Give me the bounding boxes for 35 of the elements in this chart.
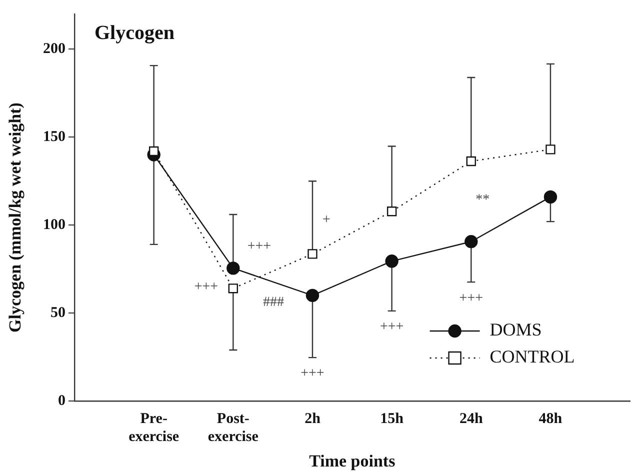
annotation: ** bbox=[476, 192, 490, 208]
point bbox=[148, 146, 159, 156]
point bbox=[308, 249, 318, 259]
y-tick-label: 50 bbox=[50, 304, 66, 321]
y-tick-label: 0 bbox=[58, 392, 66, 409]
point bbox=[544, 190, 558, 204]
legend-label: DOMS bbox=[490, 320, 542, 340]
point bbox=[546, 144, 556, 154]
point bbox=[228, 284, 238, 294]
x-axis-title: Time points bbox=[309, 451, 396, 470]
x-tick-label: 15h bbox=[380, 410, 404, 427]
annotation: +++ bbox=[300, 366, 324, 382]
point bbox=[466, 156, 476, 166]
y-tick-label: 100 bbox=[43, 216, 66, 233]
annotation: +++ bbox=[459, 290, 484, 306]
y-tick-label: 200 bbox=[43, 41, 66, 58]
x-tick-label: 24h bbox=[459, 410, 484, 427]
chart-title: Glycogen bbox=[94, 22, 174, 44]
annotation: +++ bbox=[247, 238, 272, 254]
legend-label: CONTROL bbox=[490, 346, 575, 367]
point bbox=[385, 254, 398, 268]
x-tick-label: 48h bbox=[538, 410, 563, 427]
x-tick-label: Post-exercise bbox=[208, 410, 259, 445]
x-tick-label: Pre-exercise bbox=[128, 410, 180, 445]
point bbox=[386, 206, 397, 216]
y-tick-label: 150 bbox=[43, 129, 66, 146]
point bbox=[464, 235, 478, 248]
annotation: + bbox=[322, 212, 331, 228]
y-axis-title: Glycogen (mmol/kg wet weight) bbox=[5, 102, 24, 332]
annotation: ### bbox=[262, 295, 284, 310]
x-tick-label: 2h bbox=[304, 410, 322, 427]
point bbox=[226, 262, 240, 275]
annotation: +++ bbox=[194, 279, 218, 294]
annotation: +++ bbox=[380, 320, 404, 335]
point bbox=[306, 288, 320, 302]
